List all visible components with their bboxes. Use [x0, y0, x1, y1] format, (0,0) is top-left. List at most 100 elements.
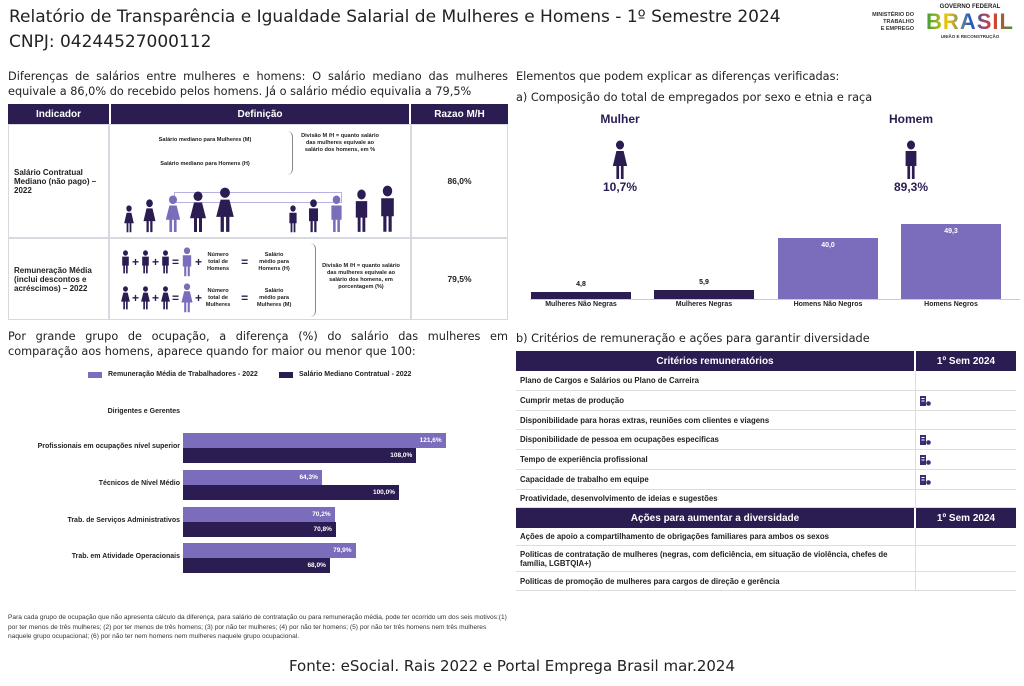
brace — [285, 131, 293, 175]
row-label: Tempo de experiência profissional — [516, 450, 916, 469]
avg-men-label: Salário médio para Homens (H) — [258, 251, 290, 272]
header-label: Ações para aumentar a diversidade — [516, 508, 914, 528]
bar-value-label: 100,0% — [372, 489, 395, 496]
gov-logo: GOVERNO FEDERAL BRASIL UNIÃO E RECONSTRU… — [926, 4, 1014, 39]
woman-icon — [160, 286, 171, 310]
marked-icon — [920, 454, 931, 465]
row-label: Capacidade de trabalho em equipe — [516, 470, 916, 489]
marked-icon — [920, 395, 931, 406]
row-status — [916, 572, 1016, 590]
woman-icon — [120, 286, 131, 310]
woman-pct: 10,7% — [602, 180, 638, 194]
footnote: Para cada grupo de ocupação que não apre… — [8, 614, 507, 640]
cnpj: CNPJ: 04244527000112 — [9, 32, 212, 52]
ministry-logo: MINISTÉRIO DO TRABALHO E EMPREGO — [872, 12, 914, 32]
bar-value-label: 40,0 — [821, 242, 835, 250]
bar-value-label: 5,9 — [699, 279, 709, 287]
row-label: Politicas de contratação de mulheres (ne… — [516, 546, 916, 571]
y-tick-label: Dirigentes e Gerentes — [107, 408, 180, 415]
woman-icon — [164, 195, 182, 233]
bar — [183, 522, 336, 537]
bar — [183, 543, 356, 558]
table-row: Politicas de contratação de mulheres (ne… — [516, 546, 1016, 572]
bar — [183, 448, 417, 463]
woman-icon — [188, 191, 208, 233]
x-tick-label: Mulheres Não Negras — [545, 301, 617, 308]
col-razao: Razao M/H — [411, 104, 508, 124]
bar — [531, 291, 631, 299]
median-women-label: Salário mediano para Mulheres (M) — [158, 137, 252, 143]
header-period: 1º Sem 2024 — [916, 508, 1016, 528]
x-tick-label: Mulheres Negras — [675, 301, 733, 308]
legend-item: Salário Mediano Contratual - 2022 — [279, 371, 411, 378]
man-icon — [328, 195, 345, 233]
legend-swatch — [88, 371, 102, 378]
row-status — [916, 546, 1016, 571]
occupation-chart: Remuneração Média de Trabalhadores - 202… — [0, 365, 510, 585]
elements-intro: Elementos que podem explicar as diferenç… — [516, 70, 840, 83]
y-tick-label: Trab. em Atividade Operacionais — [71, 553, 180, 560]
bar — [183, 485, 399, 500]
row-status — [916, 470, 1016, 489]
ratio-average: 79,5% — [411, 238, 508, 320]
man-icon — [377, 185, 398, 233]
row-label: Disponibilidade de pessoa em ocupações e… — [516, 430, 916, 449]
bar-value-label: 79,9% — [333, 547, 352, 554]
occupation-intro: Por grande grupo de ocupação, a diferenç… — [8, 330, 508, 358]
composition-title: a) Composição do total de empregados por… — [516, 91, 873, 104]
total-men-label: Número total de Homens — [207, 251, 230, 272]
woman-icon — [142, 199, 157, 233]
row-label: Plano de Cargos e Salários ou Plano de C… — [516, 371, 916, 390]
x-tick-label: Homens Não Negros — [793, 301, 863, 308]
man-icon — [160, 250, 171, 274]
table-row: Plano de Cargos e Salários ou Plano de C… — [516, 371, 1016, 391]
bar-value-label: 121,6% — [419, 437, 442, 444]
table-header: Critérios remuneratórios 1º Sem 2024 — [516, 351, 1016, 371]
man-label: Homem — [888, 112, 933, 126]
row-status — [916, 411, 1016, 429]
table-row: Proatividade, desenvolvimento de ideias … — [516, 490, 1016, 508]
indicator-table: Indicador Definição Razao M/H Salário Co… — [8, 104, 508, 320]
marked-icon — [920, 474, 931, 485]
criteria-title: b) Critérios de remuneração e ações para… — [516, 332, 870, 345]
table-row: Tempo de experiência profissional — [516, 450, 1016, 470]
composition-chart: 4,8 Mulheres Não Negras 5,9 Mulheres Negras… — [510, 200, 1024, 315]
formula-women: + + = + Número total de Mulheres = Salári… — [120, 283, 292, 313]
bar — [183, 507, 335, 522]
man-icon — [140, 250, 151, 274]
source-footer: Fonte: eSocial. Rais 2022 e Portal Empre… — [288, 657, 736, 675]
bar — [183, 433, 446, 448]
ratio-median: 86,0% — [411, 124, 508, 238]
table-row: Capacidade de trabalho em equipe — [516, 470, 1016, 490]
man-pct: 89,3% — [893, 180, 929, 194]
brace — [308, 243, 316, 317]
bar-value-label: 68,0% — [307, 562, 326, 569]
table-row: Politicas de promoção de mulheres para c… — [516, 572, 1016, 591]
total-women-label: Número total de Mulheres — [205, 287, 231, 308]
bar — [778, 238, 878, 299]
y-tick-label: Trab. de Serviços Administrativos — [67, 517, 180, 524]
man-icon — [902, 140, 920, 180]
man-icon — [287, 205, 299, 233]
indicator-average: Remuneração Média (inclui descontos e ac… — [8, 238, 109, 320]
row-label: Politicas de promoção de mulheres para c… — [516, 572, 916, 590]
bar-value-label: 4,8 — [576, 280, 586, 288]
avg-women-label: Salário médio para Mulheres (M) — [256, 287, 292, 308]
man-icon — [352, 189, 371, 233]
row-status — [916, 450, 1016, 469]
x-tick-label: Homens Negros — [924, 301, 978, 308]
indicator-median: Salário Contratual Mediano (não pago) – … — [8, 124, 109, 238]
bar-value-label: 70,2% — [312, 511, 331, 518]
axis-line — [530, 299, 1020, 300]
definition-average: + + = + Número total de Homens = Salário … — [109, 238, 411, 320]
woman-icon — [123, 205, 135, 233]
row-label: Proatividade, desenvolvimento de ideias … — [516, 490, 916, 507]
bar — [183, 558, 330, 573]
division-text: Divisão M /H = quanto salário das mulher… — [322, 263, 400, 290]
header-period: 1º Sem 2024 — [916, 351, 1016, 371]
table-header: Ações para aumentar a diversidade 1º Sem … — [516, 508, 1016, 528]
woman-icon — [140, 286, 151, 310]
row-status — [916, 391, 1016, 410]
bar-value-label: 64,3% — [299, 474, 318, 481]
page-title: Relatório de Transparência e Igualdade S… — [9, 7, 781, 27]
